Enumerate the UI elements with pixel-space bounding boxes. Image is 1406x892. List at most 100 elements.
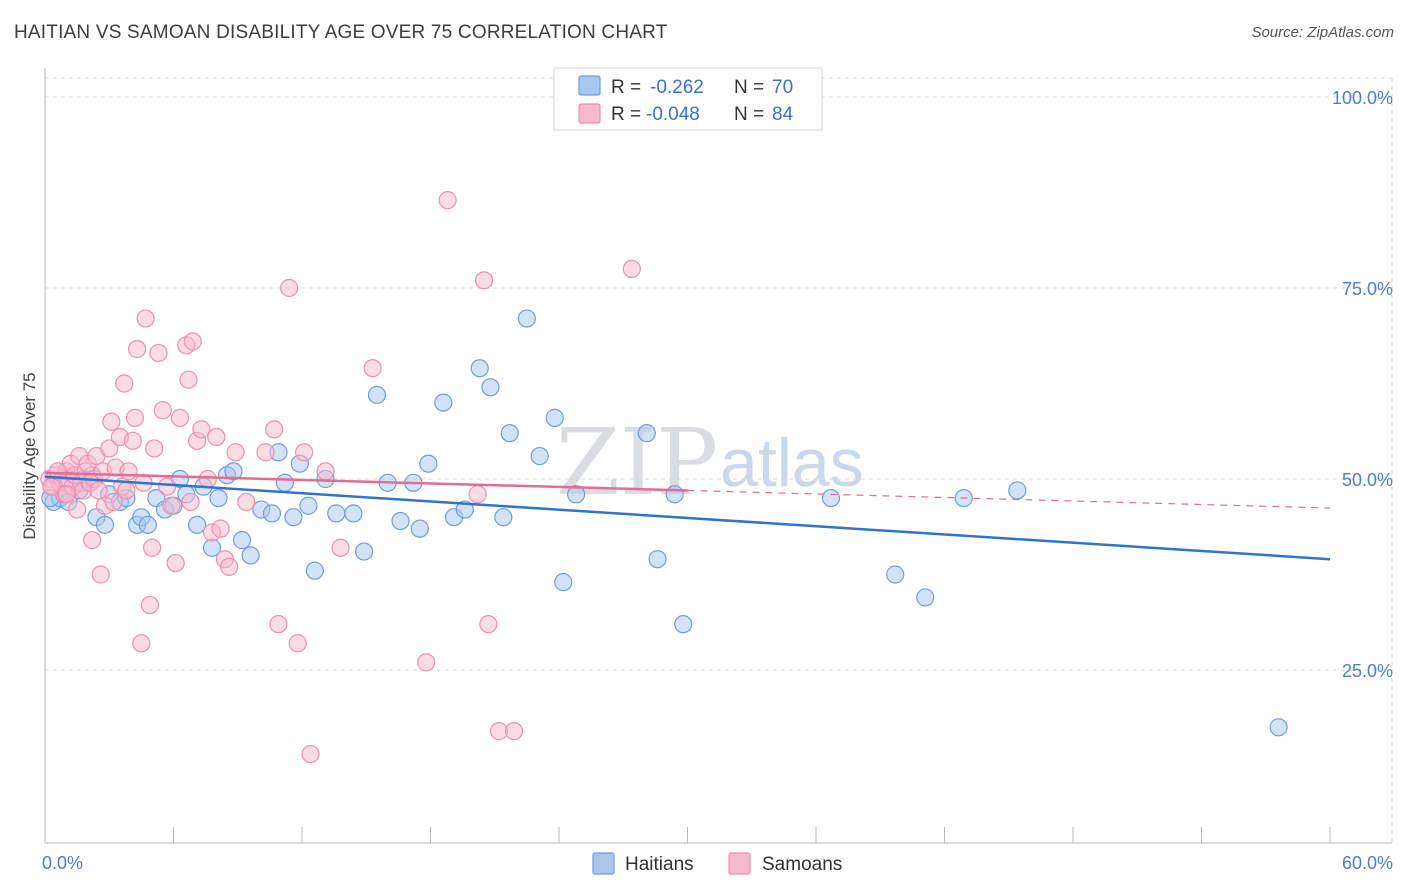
samoan-point — [100, 439, 119, 458]
samoan-point — [102, 412, 121, 431]
samoan-point — [417, 653, 436, 672]
haitian-point — [530, 446, 549, 466]
samoan-point — [119, 462, 138, 481]
samoans-points — [40, 191, 641, 764]
y-tick-label: 25.0% — [1342, 661, 1393, 681]
legend-r-label-1: R = — [611, 77, 641, 98]
haitian-point — [419, 454, 438, 473]
samoan-point — [504, 722, 524, 741]
samoan-point — [136, 309, 155, 328]
haitians-points — [41, 309, 1288, 737]
haitian-point — [500, 424, 519, 443]
watermark-atlas: atlas — [720, 425, 864, 501]
legend-r-label-2: R = — [611, 104, 641, 125]
samoan-point — [179, 370, 198, 389]
haitian-point — [637, 424, 656, 443]
samoan-point — [211, 519, 230, 538]
x-tick-label-max: 60.0% — [1342, 853, 1393, 873]
bottom-legend-swatch-haitians — [592, 852, 615, 875]
legend-r-value-1: -0.262 — [650, 77, 704, 98]
haitian-point — [455, 500, 474, 519]
samoan-point — [157, 477, 177, 496]
samoan-point — [220, 557, 239, 576]
samoan-point — [48, 462, 67, 481]
haitian-point — [665, 485, 684, 504]
haitian-point — [224, 462, 243, 481]
haitians-trend-line — [44, 475, 1331, 561]
haitian-point — [494, 508, 513, 527]
samoan-point — [123, 431, 142, 450]
bottom-legend-haitians: Haitians — [625, 854, 694, 875]
samoan-point — [479, 615, 498, 634]
bottom-legend-swatch-samoans — [728, 852, 751, 875]
haitian-point — [674, 615, 693, 634]
haitian-point — [232, 531, 252, 550]
samoan-point — [438, 191, 457, 210]
samoan-point — [145, 439, 164, 458]
samoan-point — [295, 443, 314, 462]
samoan-point — [153, 401, 172, 420]
samoan-point — [237, 492, 256, 512]
samoan-point — [57, 485, 76, 504]
haitian-point — [554, 573, 573, 592]
chart-title: HAITIAN VS SAMOAN DISABILITY AGE OVER 75… — [14, 22, 668, 43]
samoan-point — [132, 634, 151, 653]
y-axis-title: Disability Age Over 75 — [20, 372, 39, 539]
haitian-point — [1008, 481, 1027, 500]
haitian-point — [470, 359, 489, 378]
haitian-point — [545, 408, 564, 427]
series-legend: Haitians Samoans — [592, 852, 842, 875]
samoan-point — [149, 343, 168, 363]
haitian-point — [262, 504, 282, 523]
samoans-trend-line — [44, 471, 688, 492]
samoan-point — [115, 374, 134, 393]
haitian-point — [434, 393, 453, 412]
samoan-point — [288, 634, 307, 653]
samoan-point — [117, 481, 136, 500]
correlation-legend: R = -0.262 N = 70 R = -0.048 N = 84 — [553, 67, 823, 131]
haitian-point — [1269, 718, 1288, 737]
haitian-point — [367, 385, 387, 405]
samoan-point — [181, 492, 200, 512]
axes: 25.0% 50.0% 75.0% 100.0% 0.0% 60.0% — [42, 68, 1393, 873]
haitian-point — [241, 546, 260, 565]
samoan-point — [162, 496, 181, 515]
haitian-point — [299, 496, 318, 515]
legend-n-label-2: N = — [734, 104, 764, 125]
samoan-point — [192, 420, 211, 439]
y-tick-label: 100.0% — [1332, 88, 1393, 108]
legend-swatch-haitians — [578, 75, 601, 96]
samoan-point — [301, 744, 320, 764]
trend-lines — [44, 471, 1331, 561]
samoan-point — [198, 469, 217, 489]
samoan-point — [363, 359, 382, 378]
samoan-point — [42, 477, 61, 496]
samoan-point — [468, 485, 487, 504]
samoan-point — [256, 443, 275, 462]
samoan-point — [140, 595, 160, 615]
haitian-point — [916, 588, 935, 607]
haitian-point — [410, 519, 429, 538]
legend-swatch-samoans — [578, 103, 601, 124]
samoan-point — [280, 278, 299, 298]
samoan-point — [83, 531, 102, 550]
legend-n-value-1: 70 — [772, 77, 793, 98]
haitian-point — [821, 489, 841, 508]
source-credit: Source: ZipAtlas.com — [1251, 24, 1394, 41]
haitian-point — [886, 565, 905, 584]
samoan-point — [265, 420, 284, 439]
x-tick-label-min: 0.0% — [42, 853, 83, 873]
haitian-point — [327, 504, 346, 523]
samoan-point — [125, 408, 145, 427]
samoan-point — [170, 408, 190, 427]
samoan-point — [142, 538, 162, 557]
haitian-point — [648, 550, 667, 569]
samoan-point — [316, 462, 335, 481]
haitian-point — [517, 309, 536, 328]
haitian-point — [138, 515, 157, 534]
samoan-point — [474, 271, 494, 290]
legend-r-value-2: -0.048 — [646, 104, 700, 125]
legend-n-value-2: 84 — [772, 104, 794, 125]
y-tick-label: 75.0% — [1342, 279, 1393, 299]
samoan-point — [622, 259, 641, 278]
